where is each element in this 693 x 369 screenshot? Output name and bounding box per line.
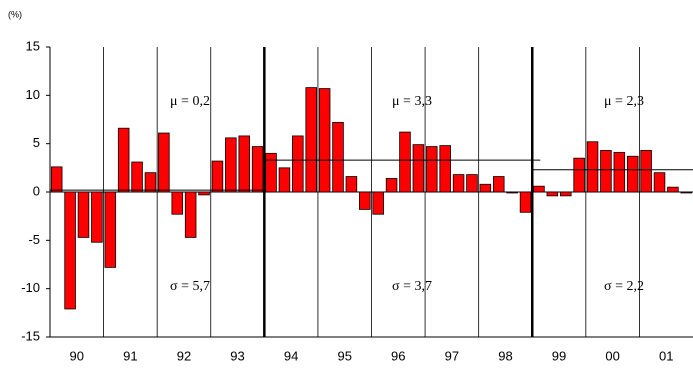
x-tick-label: 91 [123, 348, 137, 363]
bar [372, 191, 384, 215]
bar [559, 191, 572, 197]
bar [653, 172, 666, 193]
bar [640, 150, 652, 193]
bar [452, 174, 465, 193]
bar [412, 144, 425, 193]
x-tick-label: 97 [445, 348, 459, 363]
bar [318, 88, 331, 193]
bar [466, 174, 478, 193]
bar [586, 141, 599, 193]
y-tick-label: 10 [26, 87, 40, 102]
mean-label: μ = 0,2 [170, 94, 210, 109]
bar [546, 191, 559, 197]
x-tick-label: 00 [605, 348, 619, 363]
bar [439, 145, 451, 193]
y-tick-label: 0 [33, 183, 40, 198]
x-tick-label: 96 [391, 348, 405, 363]
bar [506, 191, 518, 194]
bar [198, 191, 210, 196]
bar [533, 185, 545, 193]
bar [158, 132, 170, 193]
sd-label: σ = 3,7 [392, 279, 432, 294]
bar [626, 155, 639, 193]
bar [385, 178, 398, 193]
bar [399, 131, 411, 193]
bar [184, 191, 197, 238]
bar [104, 191, 117, 268]
y-unit: (%) [8, 9, 22, 19]
bar [305, 87, 317, 193]
bar [359, 191, 371, 210]
bar [91, 191, 103, 243]
y-tick-label: -10 [21, 280, 40, 295]
sd-label: σ = 5,7 [170, 279, 210, 294]
x-tick-label: 94 [284, 348, 298, 363]
bar [171, 191, 184, 215]
bar [278, 167, 291, 193]
bar [144, 172, 157, 193]
x-tick-label: 93 [230, 348, 244, 363]
bar [265, 152, 277, 193]
bar [292, 135, 304, 193]
sd-label: σ = 2,2 [604, 279, 644, 294]
bar [426, 146, 438, 193]
bar [573, 157, 585, 193]
bar [479, 183, 492, 193]
bar [667, 186, 679, 193]
x-tick-label: 99 [552, 348, 566, 363]
x-tick-label: 01 [659, 348, 673, 363]
bar [238, 135, 250, 193]
x-tick-label: 92 [177, 348, 191, 363]
bar [345, 176, 358, 193]
bar [251, 146, 264, 193]
bar [519, 191, 532, 213]
y-tick-label: -5 [28, 232, 40, 247]
bar [493, 176, 505, 193]
bar [332, 122, 344, 193]
bar [131, 161, 143, 193]
bar [77, 191, 90, 238]
x-tick-label: 98 [498, 348, 512, 363]
mean-label: μ = 3,3 [392, 94, 432, 109]
bar [600, 150, 612, 193]
bar [117, 127, 130, 193]
bar [50, 166, 63, 193]
x-tick-label: 90 [70, 348, 84, 363]
bar [64, 191, 76, 310]
x-tick-label: 95 [337, 348, 351, 363]
y-tick-label: 15 [26, 38, 40, 53]
bar [211, 160, 224, 193]
bar [680, 191, 693, 194]
mean-label: μ = 2,3 [604, 94, 644, 109]
y-tick-label: -15 [21, 328, 40, 343]
y-tick-label: 5 [33, 135, 40, 150]
bar [225, 137, 237, 193]
bar [613, 151, 626, 193]
